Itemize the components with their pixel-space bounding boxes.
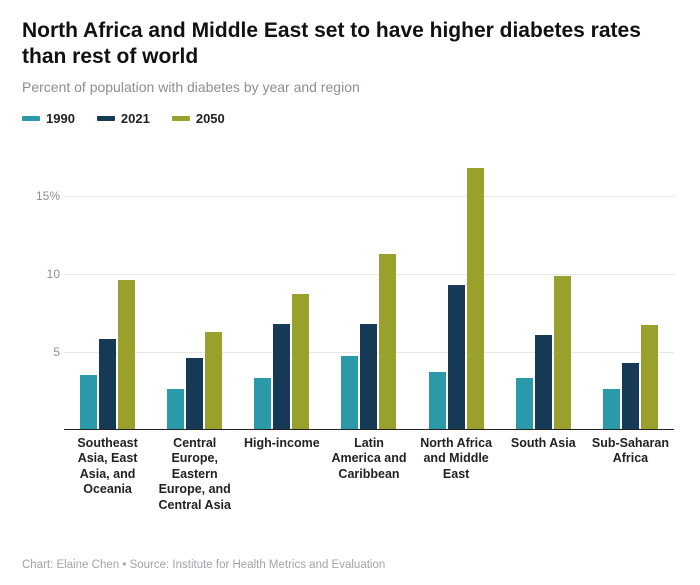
bar bbox=[467, 168, 484, 429]
chart-footer: Chart: Elaine Chen • Source: Institute f… bbox=[22, 559, 385, 571]
bar bbox=[118, 280, 135, 429]
bar bbox=[273, 324, 290, 430]
bar-group bbox=[587, 150, 674, 430]
y-axis-label: 15% bbox=[30, 189, 60, 203]
plot-area bbox=[64, 150, 674, 430]
x-axis-label: Sub-Saharan Africa bbox=[587, 436, 674, 514]
x-axis-label: South Asia bbox=[500, 436, 587, 514]
legend-swatch bbox=[97, 116, 115, 121]
x-axis-labels: Southeast Asia, East Asia, and OceaniaCe… bbox=[64, 436, 674, 514]
bar bbox=[554, 276, 571, 430]
chart-title: North Africa and Middle East set to have… bbox=[22, 18, 678, 71]
x-axis-label: Central Europe, Eastern Europe, and Cent… bbox=[151, 436, 238, 514]
y-axis-label: 5 bbox=[30, 345, 60, 359]
bar bbox=[80, 375, 97, 429]
x-axis-label: North Africa and Middle East bbox=[413, 436, 500, 514]
bar-group bbox=[238, 150, 325, 430]
legend-label: 2050 bbox=[196, 111, 225, 126]
bar-group bbox=[325, 150, 412, 430]
legend-item: 2021 bbox=[97, 111, 150, 126]
bar-group bbox=[413, 150, 500, 430]
bar bbox=[622, 363, 639, 430]
bar bbox=[535, 335, 552, 430]
x-axis-label: High-income bbox=[238, 436, 325, 514]
bar bbox=[641, 325, 658, 429]
legend-swatch bbox=[22, 116, 40, 121]
legend-item: 2050 bbox=[172, 111, 225, 126]
bar bbox=[516, 378, 533, 429]
bar bbox=[360, 324, 377, 430]
bar bbox=[186, 358, 203, 430]
legend-swatch bbox=[172, 116, 190, 121]
bar bbox=[448, 285, 465, 430]
bar-group bbox=[500, 150, 587, 430]
legend-label: 2021 bbox=[121, 111, 150, 126]
chart-area: 5 10 15% bbox=[30, 150, 674, 430]
x-axis-label: Southeast Asia, East Asia, and Oceania bbox=[64, 436, 151, 514]
bar bbox=[167, 389, 184, 429]
bar-group bbox=[64, 150, 151, 430]
bar bbox=[429, 372, 446, 430]
legend-item: 1990 bbox=[22, 111, 75, 126]
x-axis-baseline bbox=[64, 429, 674, 430]
bar bbox=[379, 254, 396, 430]
x-axis-label: Latin America and Caribbean bbox=[325, 436, 412, 514]
bar bbox=[603, 389, 620, 429]
bar bbox=[341, 356, 358, 429]
bar bbox=[99, 339, 116, 429]
y-axis-label: 10 bbox=[30, 267, 60, 281]
legend: 1990 2021 2050 bbox=[22, 111, 678, 126]
bar bbox=[254, 378, 271, 429]
legend-label: 1990 bbox=[46, 111, 75, 126]
bar bbox=[205, 332, 222, 430]
chart-subtitle: Percent of population with diabetes by y… bbox=[22, 79, 678, 95]
bar-group bbox=[151, 150, 238, 430]
bar bbox=[292, 294, 309, 429]
